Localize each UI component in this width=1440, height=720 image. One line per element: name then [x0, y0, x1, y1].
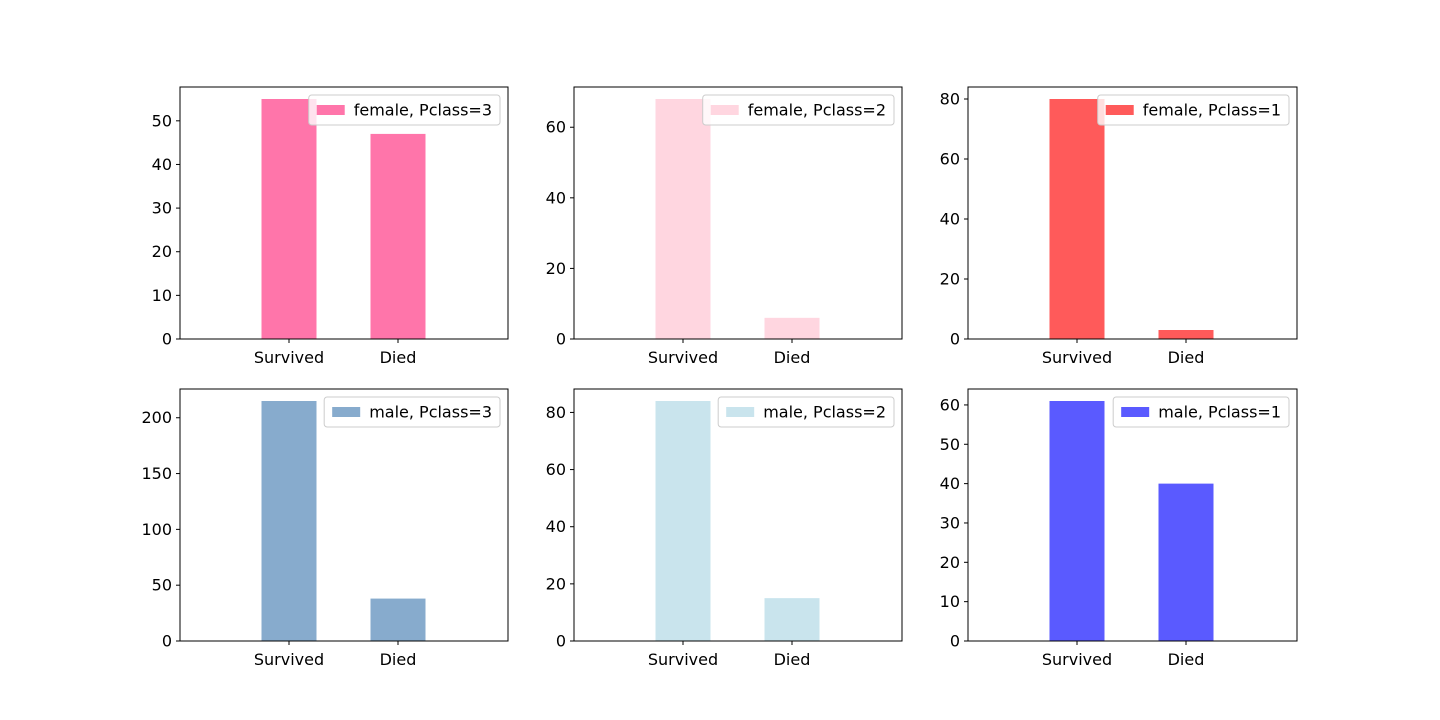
y-tick-label: 200 [141, 408, 172, 427]
x-tick-label: Died [380, 650, 417, 669]
x-tick-label: Died [774, 348, 811, 367]
legend-label: male, Pclass=1 [1158, 403, 1281, 422]
y-tick-label: 60 [546, 460, 566, 479]
legend-box [717, 396, 895, 428]
y-tick-label: 20 [546, 259, 566, 278]
y-tick-label: 0 [950, 632, 960, 651]
y-tick-label: 20 [152, 242, 172, 261]
x-tick-label: Survived [1042, 650, 1112, 669]
y-tick-label: 0 [950, 330, 960, 349]
legend-swatch [316, 105, 345, 115]
chart-panel-4: 0 50 100 150 200 Survived Died male, Pclass=3 [141, 388, 509, 669]
legend-box [1097, 94, 1290, 126]
y-tick-label: 80 [940, 90, 960, 109]
y-tick-label: 150 [141, 464, 172, 483]
bar-survived [655, 401, 711, 641]
bar-survived [1049, 401, 1105, 641]
y-tick-label: 50 [152, 111, 172, 130]
x-tick-label: Died [1168, 348, 1205, 367]
y-tick-label: 30 [152, 199, 172, 218]
y-tick-label: 40 [940, 474, 960, 493]
x-tick-label: Died [380, 348, 417, 367]
legend-swatch [1105, 105, 1134, 115]
legend-swatch [710, 105, 739, 115]
x-tick-label: Died [774, 650, 811, 669]
legend: male, Pclass=3 [323, 396, 501, 428]
bar-died [764, 598, 820, 641]
bar-died [1158, 483, 1214, 641]
bar-died [1158, 330, 1214, 339]
bar-died [370, 133, 426, 339]
x-tick-label: Survived [648, 650, 718, 669]
y-tick-label: 40 [546, 517, 566, 536]
legend: female, Pclass=2 [702, 94, 895, 126]
legend-label: female, Pclass=3 [354, 101, 492, 120]
y-tick-label: 60 [940, 395, 960, 414]
plot-frame [179, 86, 509, 340]
y-tick-label: 40 [152, 155, 172, 174]
x-tick-label: Survived [1042, 348, 1112, 367]
legend: male, Pclass=1 [1112, 396, 1290, 428]
chart-panel-2: 0 20 40 60 Survived Died female, Pclass=2 [546, 86, 903, 367]
y-tick-label: 50 [940, 435, 960, 454]
bar-died [370, 598, 426, 641]
y-tick-label: 40 [546, 188, 566, 207]
chart-panel-5: 0 20 40 60 80 Survived Died male, Pclass=2 [546, 388, 903, 669]
y-tick-label: 30 [940, 513, 960, 532]
bar-died [764, 317, 820, 339]
legend: male, Pclass=2 [717, 396, 895, 428]
legend: female, Pclass=1 [1097, 94, 1290, 126]
chart-panel-3: 0 20 40 60 80 Survived Died female, Pclass=1 [940, 86, 1298, 367]
plot-frame [179, 388, 509, 642]
legend-swatch [726, 407, 755, 417]
plot-frame [967, 86, 1298, 340]
y-tick-label: 40 [940, 210, 960, 229]
y-tick-label: 20 [940, 270, 960, 289]
y-tick-label: 20 [940, 553, 960, 572]
plot-frame [573, 388, 903, 642]
legend-box [308, 94, 501, 126]
y-tick-label: 80 [546, 403, 566, 422]
legend-swatch [1121, 407, 1150, 417]
bar-survived [261, 401, 317, 641]
y-tick-label: 60 [546, 118, 566, 137]
y-tick-label: 0 [556, 330, 566, 349]
plot-frame [573, 86, 903, 340]
plot-frame [967, 388, 1298, 642]
legend-box [1112, 396, 1290, 428]
y-tick-label: 0 [162, 330, 172, 349]
legend-label: male, Pclass=3 [369, 403, 492, 422]
y-tick-label: 0 [556, 632, 566, 651]
x-tick-label: Survived [254, 650, 324, 669]
legend-label: female, Pclass=2 [748, 101, 886, 120]
y-tick-label: 10 [152, 286, 172, 305]
y-tick-label: 10 [940, 592, 960, 611]
bar-survived [655, 99, 711, 339]
y-tick-label: 50 [152, 576, 172, 595]
legend-label: female, Pclass=1 [1143, 101, 1281, 120]
legend-label: male, Pclass=2 [763, 403, 886, 422]
y-tick-label: 60 [940, 150, 960, 169]
legend-swatch [332, 407, 361, 417]
x-tick-label: Died [1168, 650, 1205, 669]
y-tick-label: 0 [162, 632, 172, 651]
x-tick-label: Survived [648, 348, 718, 367]
chart-panel-6: 0 10 20 30 40 50 60 Survived Died male, Pclass=1 [940, 388, 1298, 669]
bar-survived [261, 99, 317, 339]
legend-box [702, 94, 895, 126]
y-tick-label: 20 [546, 574, 566, 593]
legend-box [323, 396, 501, 428]
legend: female, Pclass=3 [308, 94, 501, 126]
x-tick-label: Survived [254, 348, 324, 367]
chart-panel-1: 0 10 20 30 40 50 Survived Died female, Pclass=3 [152, 86, 509, 367]
y-tick-label: 100 [141, 520, 172, 539]
bar-survived [1049, 99, 1105, 339]
